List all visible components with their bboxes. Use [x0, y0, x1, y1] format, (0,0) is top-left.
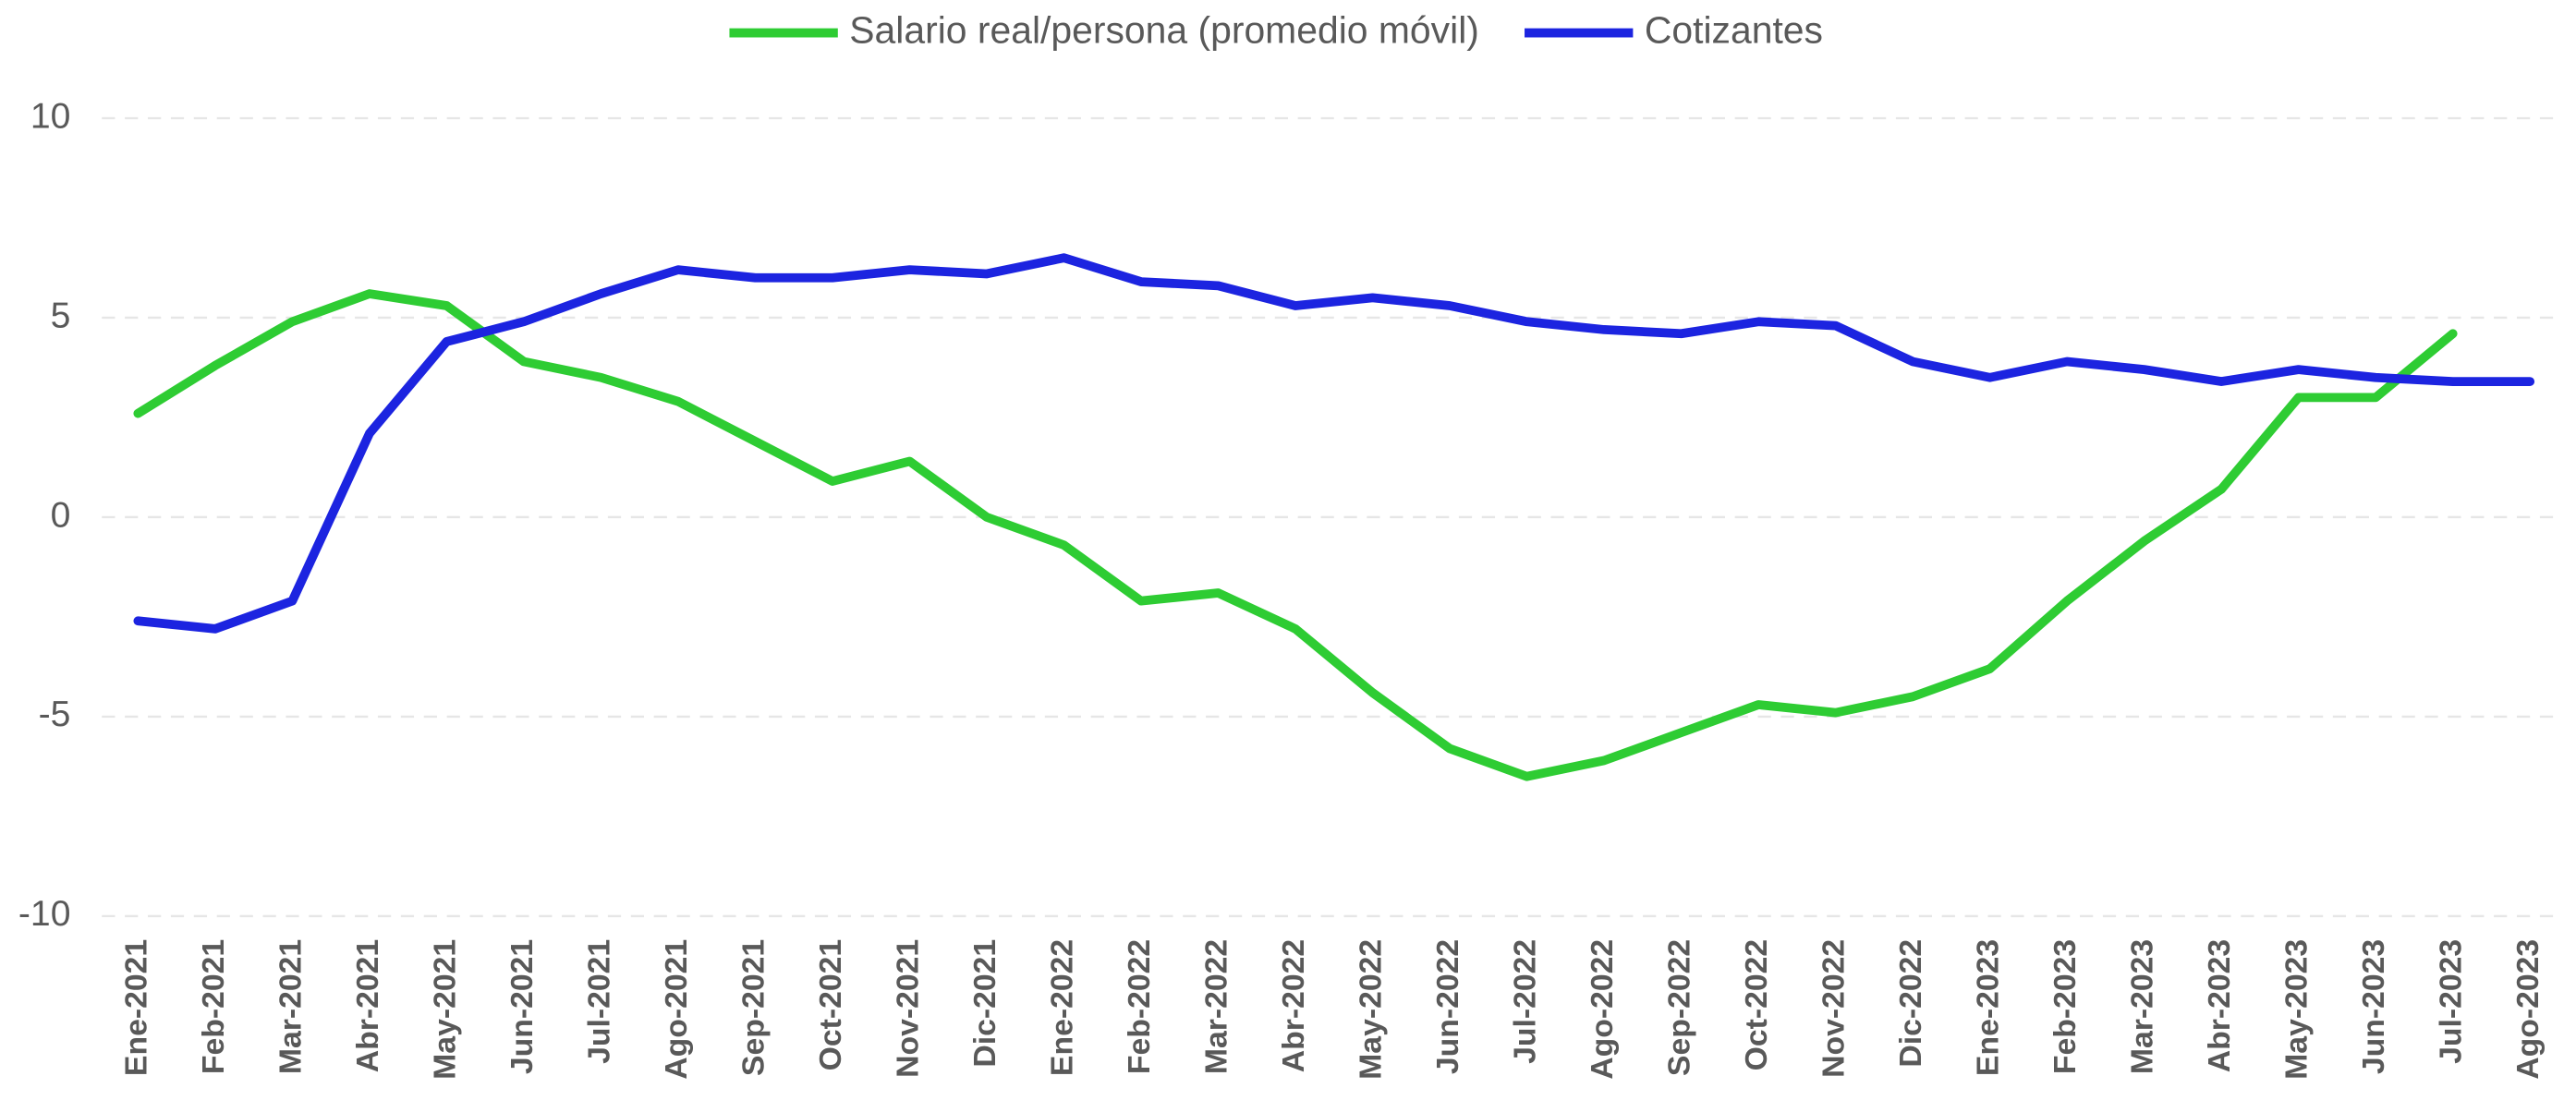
- x-tick-label: Dic-2022: [1893, 939, 1928, 1068]
- x-tick-label: Abr-2023: [2202, 939, 2237, 1072]
- x-tick-label: Mar-2023: [2125, 939, 2160, 1074]
- x-tick-label: Nov-2022: [1817, 939, 1852, 1078]
- y-tick-label: 5: [51, 296, 71, 335]
- x-tick-label: Abr-2022: [1276, 939, 1311, 1072]
- x-tick-label: Nov-2021: [890, 939, 925, 1078]
- series-line: [133, 253, 2535, 634]
- y-tick-label: -10: [18, 894, 71, 934]
- x-tick-label: Dic-2021: [967, 939, 1002, 1068]
- legend-label: Cotizantes: [1645, 8, 1823, 51]
- x-tick-label: May-2023: [2279, 939, 2315, 1080]
- x-tick-label: Ago-2023: [2510, 939, 2546, 1080]
- y-tick-label: -5: [39, 695, 71, 734]
- legend-label: Salario real/persona (promedio móvil): [849, 8, 1479, 51]
- y-tick-label: 10: [30, 96, 71, 136]
- x-tick-label: Ago-2022: [1585, 939, 1620, 1080]
- x-tick-label: Oct-2021: [813, 939, 848, 1071]
- x-tick-label: Jun-2022: [1430, 939, 1465, 1074]
- x-tick-label: Abr-2021: [350, 939, 385, 1072]
- x-tick-label: Feb-2023: [2047, 939, 2083, 1074]
- x-tick-label: Feb-2021: [196, 939, 231, 1074]
- series-line: [133, 289, 2458, 781]
- x-tick-label: Mar-2022: [1198, 939, 1233, 1074]
- x-tick-label: Mar-2021: [273, 939, 308, 1074]
- x-tick-label: Jul-2022: [1507, 939, 1542, 1064]
- x-tick-label: Jun-2021: [504, 939, 540, 1074]
- x-tick-label: May-2021: [427, 939, 462, 1080]
- x-tick-label: Sep-2021: [735, 939, 771, 1076]
- x-tick-label: Ene-2022: [1044, 939, 1079, 1076]
- x-tick-label: Ene-2021: [118, 939, 153, 1076]
- x-tick-label: Oct-2022: [1739, 939, 1774, 1071]
- x-tick-label: Jul-2023: [2434, 939, 2469, 1064]
- x-tick-label: Sep-2022: [1662, 939, 1697, 1076]
- x-tick-label: Ago-2021: [659, 939, 694, 1080]
- x-tick-label: Feb-2022: [1122, 939, 1157, 1074]
- x-tick-label: Jul-2021: [581, 939, 616, 1064]
- x-tick-label: Jun-2023: [2356, 939, 2391, 1074]
- x-tick-label: Ene-2023: [1971, 939, 2006, 1076]
- x-tick-label: May-2022: [1353, 939, 1388, 1080]
- y-tick-label: 0: [51, 495, 71, 535]
